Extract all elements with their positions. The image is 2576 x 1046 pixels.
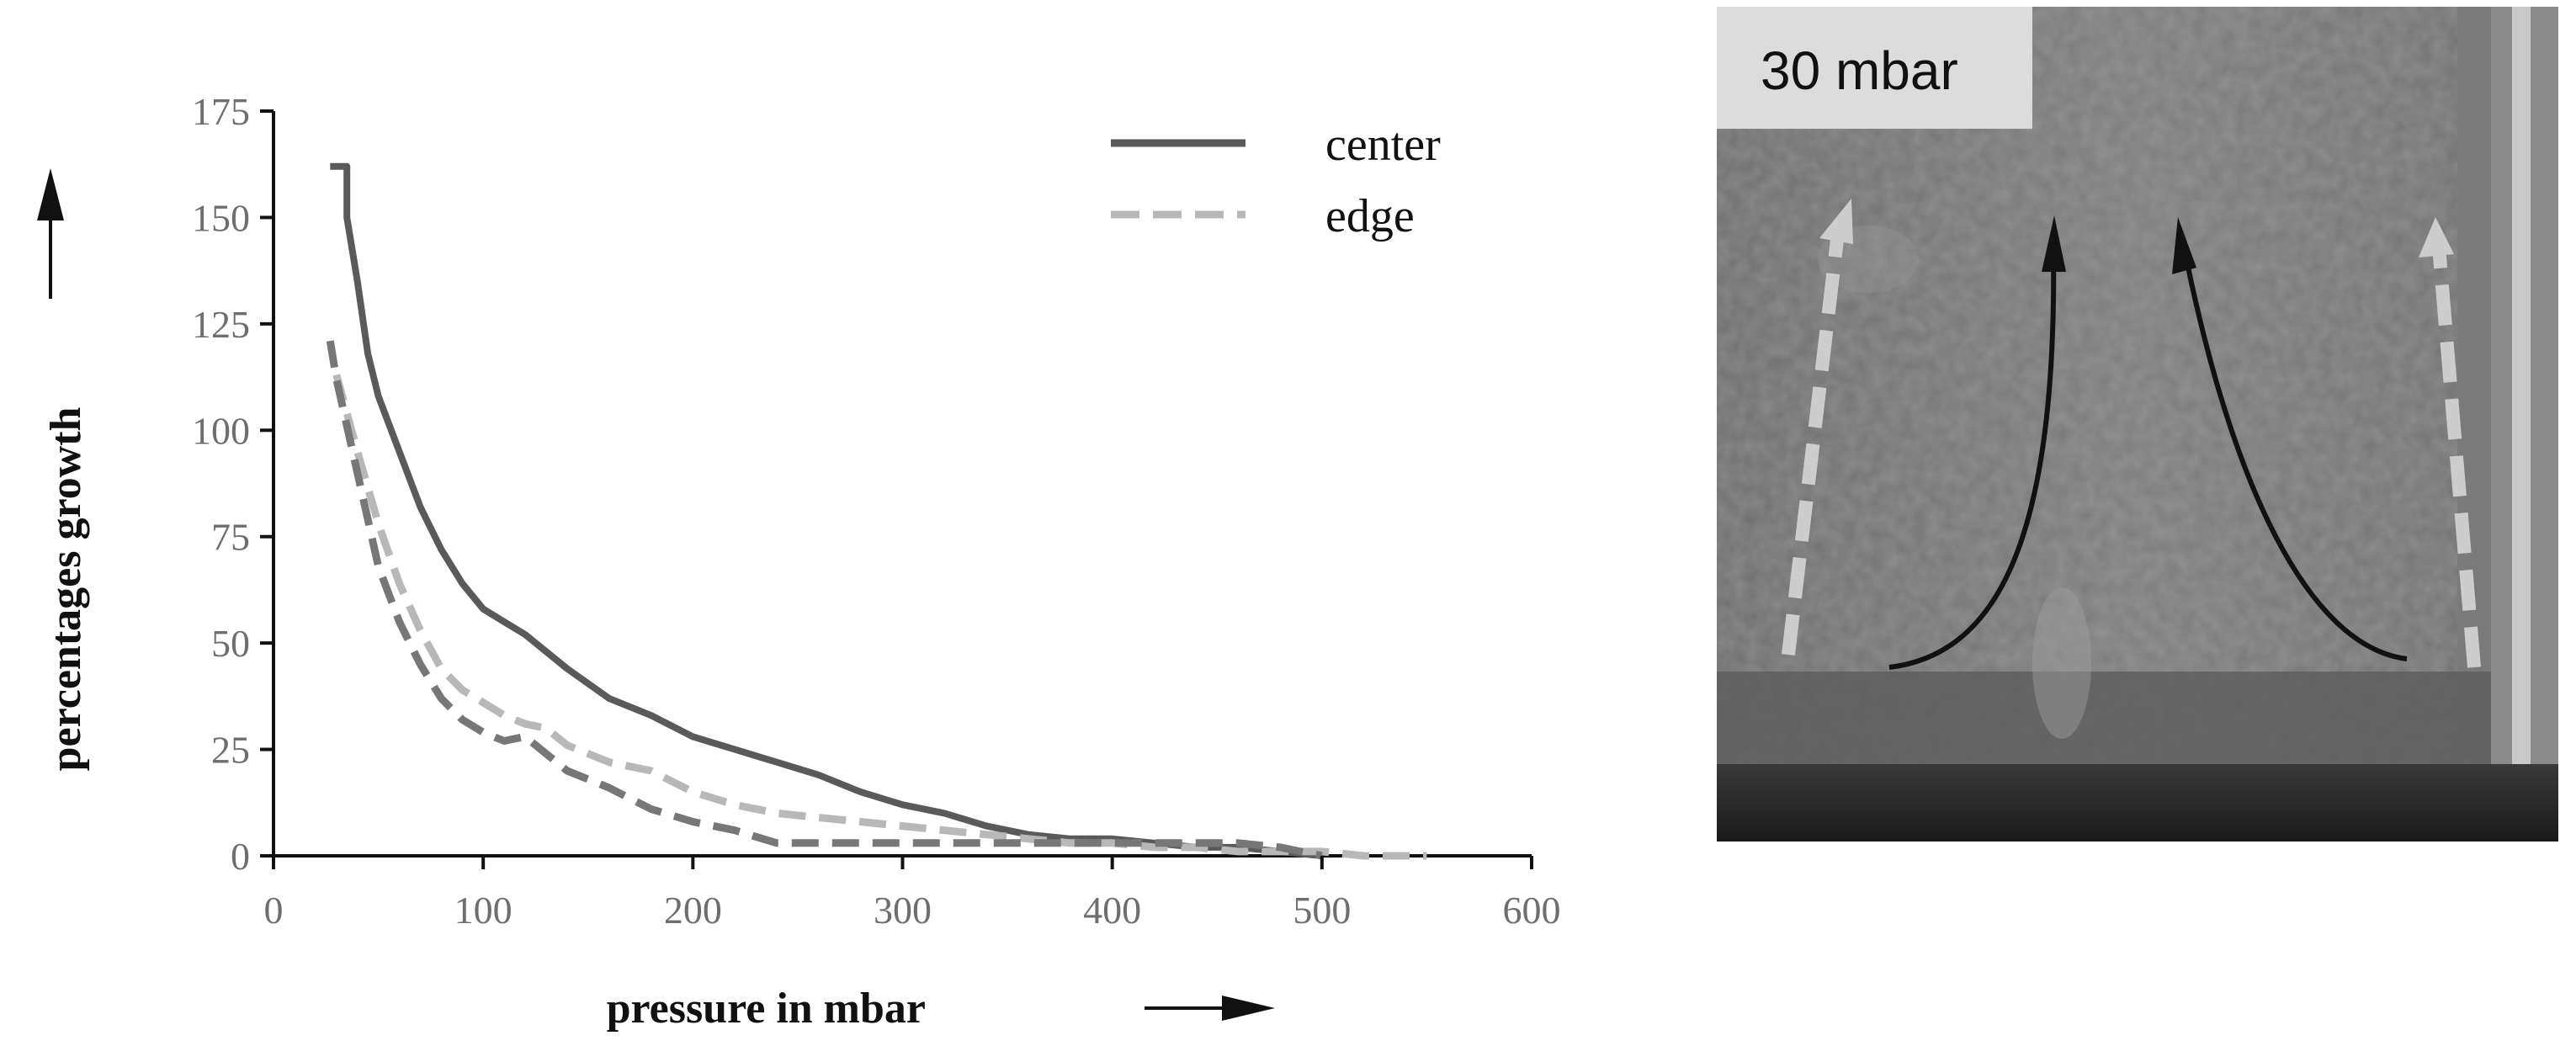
photo-image: 30 mbar bbox=[1717, 7, 2558, 842]
y-tick-label: 25 bbox=[211, 729, 250, 772]
y-tick-label: 125 bbox=[192, 303, 250, 346]
arrow-center-right bbox=[2181, 246, 2408, 661]
x-tick-label: 500 bbox=[1293, 889, 1351, 932]
arrow-center-left bbox=[1888, 246, 2057, 670]
x-axis-title: pressure in mbar bbox=[607, 985, 926, 1033]
legend-label-edge: edge bbox=[1325, 190, 1415, 242]
growth-chart: 0 100 200 300 400 500 600 0 25 50 75 100 125 150 175 p… bbox=[37, 90, 1561, 1033]
chart-ticks: 0 100 200 300 400 500 600 0 25 50 75 100 125 150 175 bbox=[192, 90, 1561, 932]
y-tick-label: 50 bbox=[211, 622, 250, 665]
x-tick-label: 600 bbox=[1503, 889, 1561, 932]
series-line-edge bbox=[332, 374, 1427, 860]
y-tick-label: 75 bbox=[211, 516, 250, 559]
legend-label-center: center bbox=[1325, 119, 1441, 171]
flow-arrows bbox=[1782, 199, 2481, 670]
chart-legend: center edge bbox=[1111, 119, 1441, 242]
arrow-left-edge bbox=[1782, 225, 1846, 656]
chart-series bbox=[326, 162, 1427, 860]
pressure-label: 30 mbar bbox=[1717, 7, 2032, 129]
pressure-label-text: 30 mbar bbox=[1761, 40, 1958, 101]
x-tick-label: 200 bbox=[664, 889, 722, 932]
y-axis-title: percentages growth bbox=[42, 407, 90, 772]
x-tick-label: 400 bbox=[1083, 889, 1141, 932]
series-line-center bbox=[330, 162, 1323, 859]
y-tick-label: 175 bbox=[192, 90, 250, 133]
series-line-series-2 bbox=[326, 340, 1323, 860]
y-axis-arrow bbox=[37, 168, 64, 299]
x-tick-label: 0 bbox=[264, 889, 284, 932]
arrow-right-edge bbox=[2432, 246, 2481, 668]
y-tick-label: 150 bbox=[192, 196, 250, 239]
y-tick-label: 0 bbox=[231, 835, 250, 878]
y-tick-label: 100 bbox=[192, 409, 250, 452]
x-tick-label: 100 bbox=[454, 889, 513, 932]
experiment-photo: 30 mbar bbox=[1717, 7, 2558, 842]
x-tick-label: 300 bbox=[874, 889, 932, 932]
x-axis-arrow bbox=[1145, 996, 1275, 1021]
